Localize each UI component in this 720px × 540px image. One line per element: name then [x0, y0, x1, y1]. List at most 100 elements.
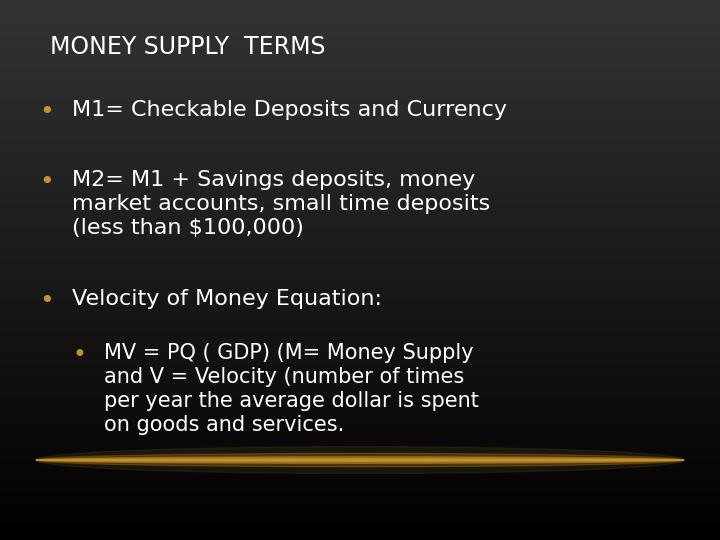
Ellipse shape: [36, 459, 684, 461]
Bar: [0, 338, 720, 340]
Bar: [0, 170, 720, 173]
Bar: [0, 281, 720, 284]
Bar: [0, 516, 720, 518]
Bar: [0, 59, 720, 62]
Bar: [0, 92, 720, 94]
Bar: [0, 197, 720, 200]
Bar: [0, 286, 720, 289]
Bar: [0, 270, 720, 273]
Bar: [0, 32, 720, 35]
Bar: [0, 505, 720, 508]
Ellipse shape: [36, 454, 684, 467]
Bar: [0, 446, 720, 448]
Bar: [0, 184, 720, 186]
Bar: [0, 508, 720, 510]
Bar: [0, 470, 720, 472]
Bar: [0, 181, 720, 184]
Bar: [0, 146, 720, 148]
Bar: [0, 362, 720, 364]
Bar: [0, 343, 720, 346]
Bar: [0, 219, 720, 221]
Bar: [0, 167, 720, 170]
Bar: [0, 475, 720, 478]
Bar: [0, 467, 720, 470]
Bar: [0, 494, 720, 497]
Bar: [0, 400, 720, 402]
Bar: [0, 49, 720, 51]
Bar: [0, 51, 720, 54]
Bar: [0, 235, 720, 238]
Bar: [0, 8, 720, 11]
Bar: [0, 3, 720, 5]
Bar: [0, 27, 720, 30]
Bar: [0, 448, 720, 451]
Bar: [0, 246, 720, 248]
Bar: [0, 464, 720, 467]
Bar: [0, 38, 720, 40]
Bar: [0, 89, 720, 92]
Bar: [0, 16, 720, 19]
Bar: [0, 454, 720, 456]
Ellipse shape: [36, 457, 684, 463]
Bar: [0, 202, 720, 205]
Bar: [0, 402, 720, 405]
Bar: [0, 46, 720, 49]
Bar: [0, 127, 720, 130]
Text: MV = PQ ( GDP) (M= Money Supply
and V = Velocity (number of times
per year the a: MV = PQ ( GDP) (M= Money Supply and V = …: [104, 343, 480, 435]
Bar: [0, 248, 720, 251]
Bar: [0, 294, 720, 297]
Bar: [0, 176, 720, 178]
Bar: [0, 157, 720, 159]
Bar: [0, 70, 720, 73]
Bar: [0, 313, 720, 316]
Bar: [0, 35, 720, 38]
Bar: [0, 211, 720, 213]
Bar: [0, 335, 720, 338]
Bar: [0, 367, 720, 370]
Bar: [0, 375, 720, 378]
Bar: [0, 451, 720, 454]
Bar: [0, 351, 720, 354]
Bar: [0, 348, 720, 351]
Bar: [0, 370, 720, 373]
Bar: [0, 292, 720, 294]
Bar: [0, 518, 720, 521]
Bar: [0, 40, 720, 43]
Bar: [0, 251, 720, 254]
Bar: [0, 472, 720, 475]
Bar: [0, 265, 720, 267]
Bar: [0, 143, 720, 146]
Bar: [0, 221, 720, 224]
Text: •: •: [40, 170, 54, 194]
Bar: [0, 162, 720, 165]
Bar: [0, 54, 720, 57]
Bar: [0, 30, 720, 32]
Bar: [0, 97, 720, 100]
Bar: [0, 383, 720, 386]
Bar: [0, 319, 720, 321]
Bar: [0, 410, 720, 413]
Bar: [0, 173, 720, 176]
Bar: [0, 151, 720, 154]
Bar: [0, 397, 720, 400]
Bar: [0, 462, 720, 464]
Bar: [0, 256, 720, 259]
Bar: [0, 359, 720, 362]
Bar: [0, 24, 720, 27]
Text: M1= Checkable Deposits and Currency: M1= Checkable Deposits and Currency: [72, 100, 507, 120]
Bar: [0, 346, 720, 348]
Bar: [0, 302, 720, 305]
Bar: [0, 429, 720, 432]
Bar: [0, 297, 720, 300]
Bar: [0, 262, 720, 265]
Bar: [0, 0, 720, 3]
Bar: [0, 138, 720, 140]
Bar: [0, 113, 720, 116]
Bar: [0, 513, 720, 516]
Bar: [0, 216, 720, 219]
Bar: [0, 84, 720, 86]
Bar: [0, 165, 720, 167]
Bar: [0, 432, 720, 435]
Bar: [0, 81, 720, 84]
Bar: [0, 535, 720, 537]
